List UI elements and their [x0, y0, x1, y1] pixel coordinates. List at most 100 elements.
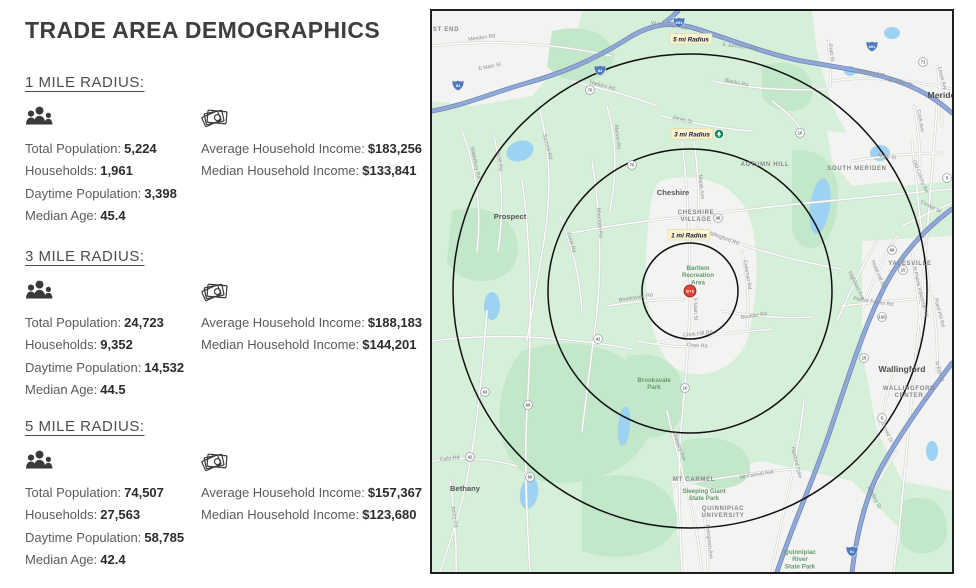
section-heading: 5 MILE RADIUS:: [25, 418, 145, 435]
route-shield: 70: [585, 85, 595, 95]
shield-number: 68: [716, 216, 721, 221]
road: [661, 115, 753, 132]
stat-label: Households:: [25, 337, 98, 353]
water-body: [926, 441, 938, 461]
road: [901, 202, 952, 227]
road: [656, 328, 773, 344]
road: [666, 410, 703, 572]
radius-ring-label: 1 mi Radius: [667, 229, 711, 241]
stat-label: Total Population:: [25, 141, 122, 156]
stat-row: Average Household Income: $188,183: [201, 312, 427, 334]
stat-row: Median Household Income: $133,841: [201, 160, 427, 182]
stat-value: 27,563: [100, 507, 141, 523]
park-area: [762, 62, 813, 111]
stat-row: Median Household Income: $123,680: [201, 504, 427, 526]
section-3-mile-radius: 3 MILE RADIUS: Total Population: 24,723 H…: [25, 248, 427, 402]
highway: [662, 11, 680, 25]
stat-row: Daytime Population: 3,398: [25, 183, 201, 205]
shield-number: 70: [630, 163, 635, 168]
road-label: Mt Carmel Ave: [739, 469, 774, 481]
stat-row: Households: 27,563: [25, 504, 201, 526]
town-label: YALESVILLE: [888, 261, 931, 267]
stat-value: 3,398: [144, 185, 177, 201]
stat-value: $183,256: [367, 141, 423, 156]
shield-number: 84: [456, 83, 461, 88]
road: [606, 298, 685, 307]
shield-number: 150: [878, 315, 886, 320]
population-stats-column: Total Population: 24,723 Households: 9,352…: [25, 279, 201, 402]
population-stats-column: Total Population: 5,224 Households: 1,961 …: [25, 105, 201, 228]
road: [741, 250, 749, 327]
radius-ring-label-text: 3 mi Radius: [674, 131, 710, 138]
water-body: [884, 27, 900, 39]
town-label: Prospect: [494, 212, 527, 221]
stat-row: Daytime Population: 14,532: [25, 357, 201, 379]
shield-number: 71: [921, 60, 926, 65]
town-label: WALLINGFORD CENTER: [883, 386, 935, 399]
route-shield: 91: [845, 545, 859, 558]
shield-number: 42: [468, 455, 473, 460]
route-shield: 71: [918, 57, 928, 67]
road-label: Jarvis St: [672, 115, 694, 126]
shield-number: 10: [798, 131, 803, 136]
road: [913, 105, 921, 167]
stat-row: Households: 9,352: [25, 334, 201, 356]
road-label: Meriden Rd: [468, 33, 496, 43]
road: [461, 130, 480, 252]
town-label: CHESHIRE VILLAGE: [678, 210, 715, 223]
road: [699, 228, 843, 270]
shield-number: 91: [850, 549, 855, 554]
stat-label: Median Age:: [25, 208, 98, 224]
shield-number: 15: [901, 268, 906, 273]
stat-label: Households:: [25, 163, 98, 179]
road-label: Scott Rd: [495, 150, 504, 171]
road-label: Main St: [878, 153, 897, 162]
road: [606, 105, 616, 212]
stat-label: Average Household Income:: [201, 485, 365, 500]
highway: [775, 207, 952, 572]
road-label: Evergreen Ave: [704, 524, 714, 559]
stat-row: Total Population: 74,507: [25, 482, 201, 504]
road: [721, 310, 813, 319]
radius-ring-label-text: 5 mi Radius: [673, 36, 709, 43]
road-label: Blacks Rd: [724, 78, 749, 89]
road: [851, 152, 943, 162]
park-area: [499, 343, 654, 483]
road: [771, 400, 805, 572]
road-label: Cook Ave: [915, 109, 925, 132]
road-label: Marion Rd: [613, 124, 622, 149]
stat-row: Daytime Population: 58,785: [25, 527, 201, 549]
stat-value: 74,507: [124, 485, 164, 500]
income-stats-column: Average Household Income: $183,256 Median…: [201, 105, 427, 228]
highway: [432, 22, 952, 115]
income-stats-column: Average Household Income: $188,183 Median…: [201, 279, 427, 402]
shield-number: 69: [528, 475, 533, 480]
stat-value: 44.5: [100, 382, 126, 398]
radius-circle: [641, 242, 739, 340]
road: [439, 310, 488, 572]
stat-value: 5,224: [124, 141, 157, 156]
stat-label: Daytime Population:: [25, 529, 142, 545]
route-shield: 15: [898, 265, 908, 275]
urban-area: [672, 461, 902, 572]
road: [678, 140, 691, 572]
shield-number: 5: [881, 416, 884, 421]
park-label: Sleeping Giant State Park: [682, 488, 725, 502]
radius-ring-label: 5 mi Radius: [669, 33, 713, 45]
trade-area-map: Bartlem Recreation Area Brooksvale Park Sleep…: [430, 9, 954, 574]
road-label: Pratt St: [827, 44, 835, 63]
shield-number: 68: [890, 248, 895, 253]
route-shield: 63: [480, 387, 490, 397]
road-label: Cook Hill Rd: [683, 329, 713, 338]
town-label: ST END: [433, 27, 459, 33]
town-label: Bethany: [450, 484, 481, 493]
route-shield: 68: [887, 245, 897, 255]
stat-label: Households:: [25, 507, 98, 523]
road: [571, 80, 658, 107]
stat-row: Median Age: 42.4: [25, 549, 201, 571]
stat-label: Median Age:: [25, 382, 98, 398]
population-stats-column: Total Population: 74,507 Households: 27,56…: [25, 449, 201, 572]
road-label: Amity Rd: [450, 506, 459, 528]
town-label: SOUTH MERIDEN: [827, 166, 886, 172]
route-shield: 42: [465, 452, 475, 462]
